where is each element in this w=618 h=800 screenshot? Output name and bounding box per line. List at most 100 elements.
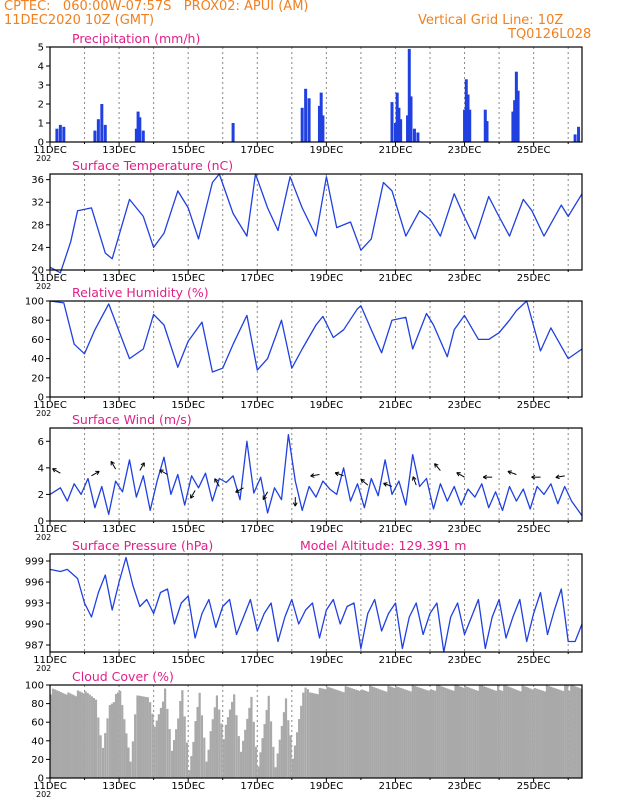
panel5-cloud-bar (342, 692, 345, 778)
panel5-cloud-bar (531, 689, 534, 778)
panel3-y-tick-label: 4 (38, 463, 44, 474)
panel0-precip-bar (399, 119, 403, 142)
panel5-cloud-bar (61, 692, 64, 778)
panel5-cloud-bar (218, 709, 221, 778)
panel5-cloud-bar (284, 698, 288, 778)
panel5-cloud-bar (215, 695, 219, 778)
panel1-title: Surface Temperature (nC) (72, 158, 233, 173)
panel2-x-tick-label: 13DEC (102, 400, 136, 411)
panel3-wind-arrow (310, 474, 320, 477)
panel0-precip-bar (483, 109, 487, 142)
panel5-cloud-bar (314, 693, 318, 778)
panel5-cloud-bar (289, 735, 292, 778)
panel5-cloud-bar (280, 725, 283, 778)
header-date-line: 11DEC2020 10Z (GMT) (4, 13, 155, 28)
panel5-cloud-bar (369, 685, 372, 778)
panel5-cloud-bar (423, 689, 427, 778)
panel5-cloud-bar (67, 692, 70, 778)
panel0-precip-bar (55, 128, 59, 142)
panel3-wind-arrow (139, 462, 145, 471)
panel5-year-stub: 202 (36, 790, 51, 799)
panel3-wind-arrow-head (52, 468, 56, 473)
panel3-wind-arrow-head (334, 472, 339, 477)
panel5-cloud-bar (371, 686, 374, 778)
panel5-title: Cloud Cover (%) (72, 669, 174, 684)
panel5-cloud-bar (503, 685, 506, 778)
panel5-cloud-bar (177, 718, 180, 778)
panel5-cloud-bar (53, 689, 57, 778)
panel5-x-tick-label: 23DEC (448, 781, 482, 792)
panel1-year-stub: 202 (36, 282, 51, 291)
panel5-frame (49, 684, 583, 779)
panel4-y-tick-label: 999 (25, 557, 44, 568)
panel5-cloud-bar (112, 702, 116, 778)
panel5-cloud-bar (172, 740, 176, 778)
panel5-cloud-bar (576, 687, 579, 778)
panel5-cloud-bar (505, 685, 508, 778)
panel5-cloud-bar (555, 688, 559, 778)
panel4-y-tick-label: 996 (25, 578, 44, 589)
panel5-cloud-bar (499, 690, 502, 778)
panel5-x-tick-label: 21DEC (379, 781, 413, 792)
panel3-wind-arrow (555, 475, 565, 478)
panel0-x-tick-label: 11DEC (33, 145, 67, 156)
panel5-cloud-bar (252, 721, 255, 778)
panel3-wind-arrow-head (292, 502, 296, 507)
panel4-y-tick-label: 990 (25, 620, 44, 631)
panel5-cloud-bar (117, 692, 120, 778)
panel5-cloud-bar (545, 685, 549, 778)
panel0-x-tick-label: 15DEC (171, 145, 205, 156)
panel5-cloud-bar (338, 690, 341, 778)
panel4-annotation: Model Altitude: 129.391 m (300, 538, 466, 553)
panel1-series-line (49, 173, 583, 274)
panel5-cloud-bar (434, 690, 437, 778)
panel5-cloud-bar (257, 766, 260, 778)
panel3-wind-arrow-head (360, 478, 365, 481)
panel5-cloud-bar (205, 761, 208, 778)
panel5-cloud-bar (427, 690, 431, 778)
panel5-cloud-bar (263, 724, 266, 778)
panel5-cloud-bar (482, 686, 486, 778)
panel3-frame (49, 427, 583, 522)
panel5-cloud-bar (553, 688, 557, 778)
panel5-cloud-bar (101, 747, 105, 778)
panel5-cloud-bar (572, 685, 575, 778)
panel5-cloud-bar (362, 690, 366, 778)
panel3-wind-arrow-head (159, 469, 163, 474)
panel5-cloud-bar (497, 685, 500, 778)
panel3-wind-arrow-head (383, 482, 388, 484)
panel5-cloud-bar (175, 729, 178, 778)
panel4-y-tick-label: 987 (25, 641, 44, 652)
panel5-cloud-bar (407, 690, 410, 778)
panel0-y-tick-label: 3 (38, 81, 44, 92)
panel3-wind-arrow-head (412, 476, 414, 481)
panel5-cloud-bar (86, 692, 89, 778)
panel1-x-tick-label: 15DEC (171, 273, 205, 284)
panel5-y-tick-label: 60 (31, 718, 44, 729)
panel4-x-tick-label: 25DEC (517, 655, 551, 666)
panel5-cloud-bar (529, 688, 532, 778)
panel3-wind-arrow (412, 476, 417, 486)
panel0-precip-bar (577, 126, 581, 142)
panel5-cloud-bar (336, 690, 339, 778)
panel5-cloud-bar (438, 685, 441, 778)
panel5-cloud-bar (511, 688, 514, 778)
panel5-cloud-bar (134, 714, 137, 778)
panel5-cloud-bar (316, 694, 319, 778)
panel5-cloud-bar (580, 688, 583, 778)
panel5-cloud-bar (138, 695, 141, 778)
panel5-cloud-bar (198, 692, 201, 778)
panel5-cloud-bar (444, 687, 447, 778)
panel5-cloud-bar (278, 739, 281, 778)
panel5-cloud-bar (490, 689, 494, 778)
panel5-cloud-bar (527, 687, 530, 778)
panel3-wind-arrow-head (482, 474, 487, 478)
panel5-cloud-bar (73, 695, 76, 778)
panel3-wind-arrow-head (360, 479, 363, 484)
panel5-x-tick-label: 25DEC (517, 781, 551, 792)
panel2-year-stub: 202 (36, 409, 51, 418)
panel3-wind-arrow-head (434, 463, 439, 466)
panel5-cloud-bar (515, 689, 518, 778)
panel3-x-tick-label: 23DEC (448, 524, 482, 535)
panel5-cloud-bar (454, 685, 457, 778)
